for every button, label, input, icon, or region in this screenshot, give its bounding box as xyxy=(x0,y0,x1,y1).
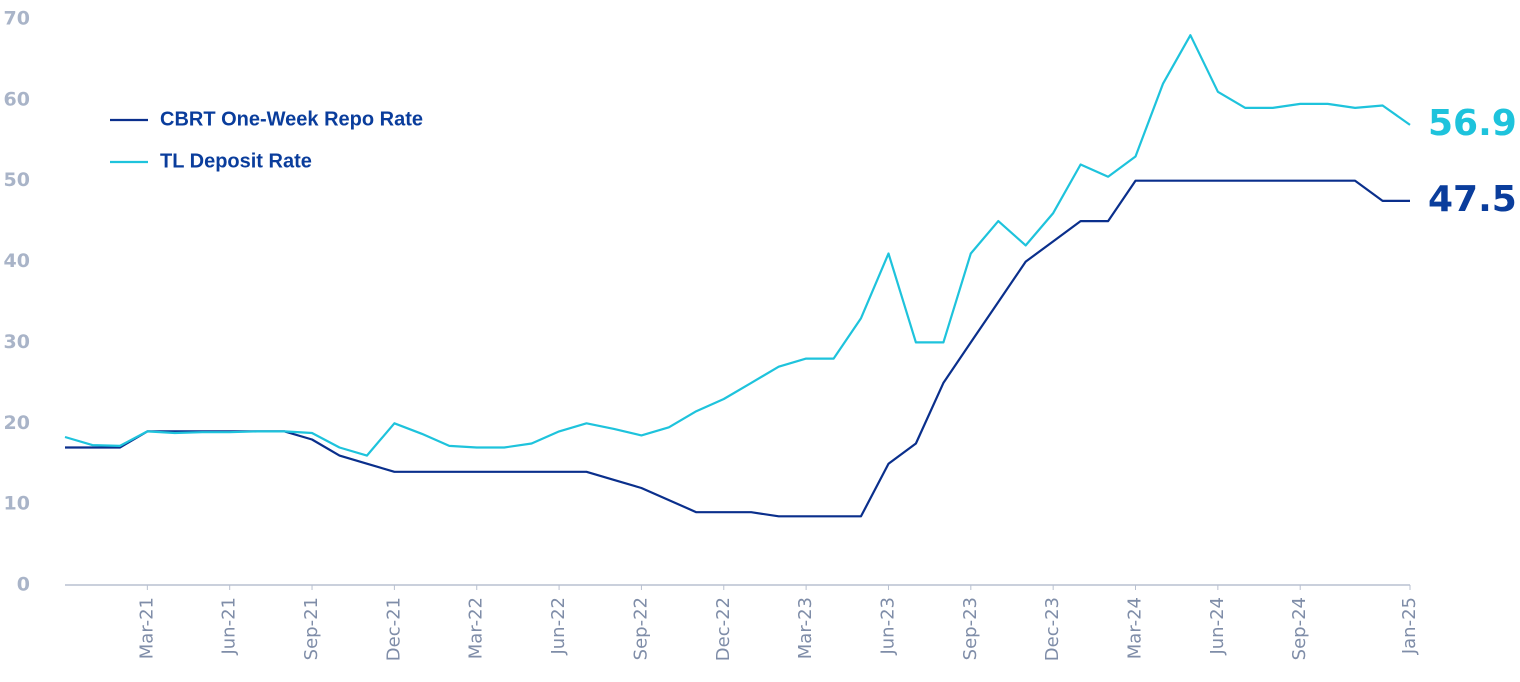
line-series xyxy=(64,34,1411,457)
x-tick-label: Mar-21 xyxy=(136,597,157,659)
y-tick-label: 10 xyxy=(4,493,30,515)
y-tick-label: 0 xyxy=(17,574,30,596)
x-tick-label: Sep-23 xyxy=(960,597,981,660)
y-tick-label: 30 xyxy=(4,331,30,353)
end-label: 56.9 xyxy=(1428,103,1517,144)
x-tick-label: Jun-21 xyxy=(219,597,240,656)
y-tick-label: 60 xyxy=(4,88,30,110)
x-tick-label: Mar-23 xyxy=(795,597,816,659)
x-tick-label: Sep-22 xyxy=(630,597,651,660)
x-tick-label: Dec-22 xyxy=(713,597,734,661)
end-label: 47.5 xyxy=(1428,179,1517,220)
x-tick-label: Jan-25 xyxy=(1399,597,1420,655)
legend-label: TL Deposit Rate xyxy=(160,150,312,172)
x-tick-label: Jun-24 xyxy=(1207,597,1228,656)
x-tick-label: Dec-23 xyxy=(1042,597,1063,661)
x-tick-label: Sep-24 xyxy=(1289,597,1310,660)
line-series xyxy=(65,179,1410,518)
legend-label: CBRT One-Week Repo Rate xyxy=(160,108,423,130)
x-tick-label: Mar-24 xyxy=(1125,597,1146,659)
y-tick-label: 40 xyxy=(4,250,30,272)
x-tick-label: Jun-22 xyxy=(548,597,569,656)
y-tick-label: 50 xyxy=(4,169,30,191)
y-tick-label: 20 xyxy=(4,412,30,434)
x-tick-label: Jun-23 xyxy=(877,597,898,656)
x-tick-label: Sep-21 xyxy=(301,597,322,660)
y-tick-label: 70 xyxy=(4,8,30,30)
x-tick-label: Dec-21 xyxy=(383,597,404,661)
x-tick-label: Mar-22 xyxy=(466,597,487,659)
